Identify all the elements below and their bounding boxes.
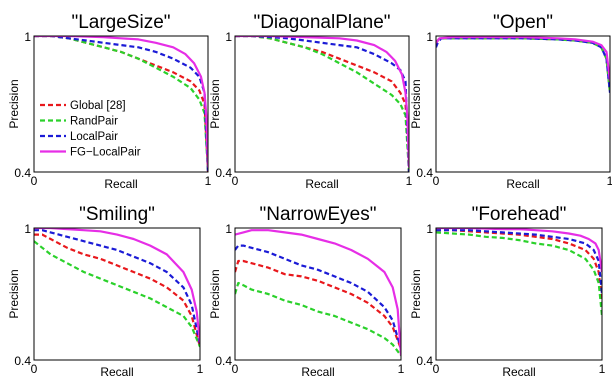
- x-axis-label: Recall: [305, 177, 338, 191]
- panel-4: "NarrowEyes" 0 1 0.4 1 Recall Precision: [208, 204, 405, 377]
- x-tick-label: 1: [197, 362, 204, 376]
- plot-frame: [435, 35, 611, 173]
- panel-title: "DiagonalPlane": [253, 12, 390, 33]
- legend-label: RandPair: [70, 116, 118, 128]
- series-line-localpair: [436, 229, 602, 295]
- y-axis-label: Precision: [7, 79, 21, 128]
- plot-frame: [33, 227, 201, 361]
- y-tick-label: 1: [225, 30, 232, 44]
- y-axis-label: Precision: [409, 269, 423, 318]
- plot-frame: [234, 227, 402, 361]
- x-axis-label: Recall: [100, 365, 133, 377]
- x-tick-label: 1: [398, 362, 405, 376]
- y-axis-label: Precision: [409, 79, 423, 128]
- y-tick-label: 1: [426, 30, 433, 44]
- panel-title: "LargeSize": [71, 12, 170, 33]
- y-tick-label: 0.4: [416, 354, 433, 368]
- series-line-fg-localpair: [436, 36, 610, 82]
- legend: Global [28] RandPair LocalPair FG−LocalPair: [40, 100, 141, 159]
- series-line-global-28-: [34, 233, 200, 348]
- y-axis-label: Precision: [7, 269, 21, 318]
- x-tick-label: 1: [205, 174, 212, 188]
- series-line-fg-localpair: [235, 36, 409, 168]
- x-axis-label: Recall: [506, 177, 539, 191]
- y-tick-label: 0.4: [215, 166, 232, 180]
- panel-title: "Forehead": [472, 204, 567, 225]
- y-tick-label: 1: [426, 222, 433, 236]
- x-tick-label: 0: [433, 174, 440, 188]
- x-axis-label: Recall: [104, 177, 137, 191]
- series-line-randpair: [235, 36, 409, 172]
- x-axis-label: Recall: [502, 365, 535, 377]
- series-line-fg-localpair: [34, 228, 200, 343]
- series-line-fg-localpair: [34, 36, 208, 168]
- panel-title: "Smiling": [79, 204, 155, 225]
- x-tick-label: 1: [599, 362, 606, 376]
- x-tick-label: 0: [31, 362, 38, 376]
- panel-0: "LargeSize" 0 1 0.4 1 Recall Precision Global […: [7, 12, 212, 191]
- series-line-global-28-: [235, 259, 401, 350]
- y-tick-label: 0.4: [416, 166, 433, 180]
- x-tick-label: 0: [433, 362, 440, 376]
- panel-title: "NarrowEyes": [260, 204, 377, 225]
- panel-title: "Open": [493, 12, 553, 33]
- y-tick-label: 0.4: [14, 166, 31, 180]
- series-line-fg-localpair: [436, 228, 602, 273]
- panel-3: "Smiling" 0 1 0.4 1 Recall Precision: [7, 204, 204, 377]
- y-tick-label: 1: [24, 30, 31, 44]
- x-tick-label: 1: [607, 174, 612, 188]
- x-tick-label: 0: [31, 174, 38, 188]
- y-tick-label: 1: [225, 222, 232, 236]
- legend-label: Global [28]: [70, 100, 126, 112]
- series-line-fg-localpair: [235, 229, 401, 356]
- y-tick-label: 0.4: [215, 354, 232, 368]
- series-line-localpair: [235, 36, 409, 172]
- legend-label: LocalPair: [70, 131, 118, 143]
- x-tick-label: 0: [232, 174, 239, 188]
- plot-frame: [435, 227, 603, 361]
- series-line-localpair: [34, 36, 208, 172]
- series-line-randpair: [235, 281, 401, 357]
- series-line-randpair: [436, 231, 602, 317]
- x-axis-label: Recall: [301, 365, 334, 377]
- series-line-randpair: [436, 37, 610, 93]
- series-line-global-28-: [436, 37, 610, 93]
- y-tick-label: 1: [24, 222, 31, 236]
- plot-frame: [234, 35, 410, 173]
- x-tick-label: 1: [406, 174, 413, 188]
- x-tick-label: 0: [232, 362, 239, 376]
- plot-frame: [33, 35, 209, 173]
- series-line-localpair: [436, 37, 610, 93]
- y-axis-label: Precision: [208, 269, 222, 318]
- series-line-global-28-: [235, 36, 409, 172]
- panel-5: "Forehead" 0 1 0.4 1 Recall Precision: [409, 204, 606, 377]
- series-line-localpair: [34, 229, 200, 345]
- series-line-localpair: [235, 244, 401, 350]
- legend-label: FG−LocalPair: [70, 147, 141, 159]
- y-tick-label: 0.4: [14, 354, 31, 368]
- y-axis-label: Precision: [208, 79, 222, 128]
